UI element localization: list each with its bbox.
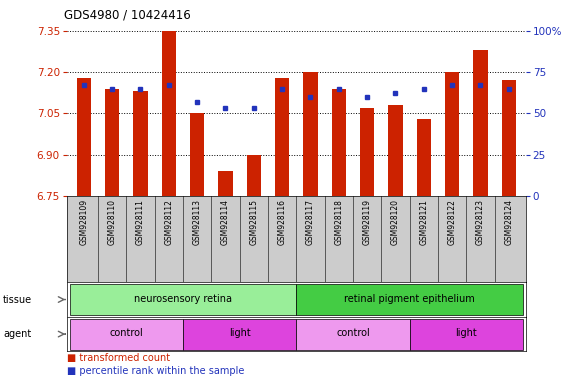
Text: GSM928112: GSM928112: [164, 199, 173, 245]
Text: ■ transformed count: ■ transformed count: [67, 353, 170, 363]
Text: GSM928109: GSM928109: [80, 199, 88, 245]
Text: ■ percentile rank within the sample: ■ percentile rank within the sample: [67, 366, 244, 376]
Bar: [105, 88, 119, 196]
Bar: [296, 319, 410, 349]
Bar: [70, 284, 296, 315]
Text: GSM928114: GSM928114: [221, 199, 230, 245]
Text: GSM928118: GSM928118: [334, 199, 343, 245]
Bar: [296, 284, 523, 315]
Text: GSM928116: GSM928116: [278, 199, 286, 245]
Bar: [417, 119, 431, 196]
Text: GSM928120: GSM928120: [391, 199, 400, 245]
Bar: [247, 154, 261, 196]
Text: GSM928115: GSM928115: [249, 199, 259, 245]
Bar: [190, 113, 205, 196]
Bar: [303, 72, 318, 196]
Bar: [70, 319, 183, 349]
Bar: [77, 78, 91, 196]
Bar: [332, 88, 346, 196]
Bar: [218, 171, 232, 196]
Text: GSM928110: GSM928110: [107, 199, 117, 245]
Bar: [134, 91, 148, 196]
Bar: [388, 105, 403, 196]
Bar: [183, 319, 296, 349]
Text: light: light: [456, 328, 477, 338]
Bar: [445, 72, 459, 196]
Bar: [162, 31, 176, 196]
Bar: [410, 319, 523, 349]
Text: GDS4980 / 10424416: GDS4980 / 10424416: [64, 8, 191, 21]
Bar: [502, 80, 516, 196]
Text: GSM928111: GSM928111: [136, 199, 145, 245]
Text: tissue: tissue: [3, 295, 32, 305]
Text: GSM928119: GSM928119: [363, 199, 372, 245]
Text: GSM928124: GSM928124: [504, 199, 513, 245]
Text: agent: agent: [3, 329, 31, 339]
Text: neurosensory retina: neurosensory retina: [134, 294, 232, 304]
Text: control: control: [336, 328, 370, 338]
Text: GSM928123: GSM928123: [476, 199, 485, 245]
Text: GSM928121: GSM928121: [419, 199, 428, 245]
Bar: [275, 78, 289, 196]
Text: control: control: [109, 328, 143, 338]
Text: GSM928122: GSM928122: [447, 199, 457, 245]
Bar: [474, 50, 487, 196]
Text: GSM928117: GSM928117: [306, 199, 315, 245]
Text: light: light: [229, 328, 250, 338]
Bar: [360, 108, 374, 196]
Text: GSM928113: GSM928113: [193, 199, 202, 245]
Text: retinal pigment epithelium: retinal pigment epithelium: [345, 294, 475, 304]
